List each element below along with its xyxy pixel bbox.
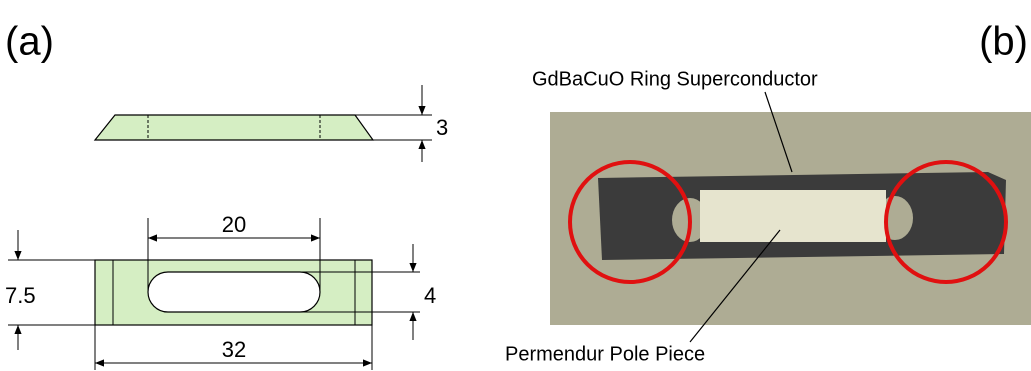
figure: (a) 3 20 7.5 4 32 (b) xyxy=(0,0,1031,371)
side-view xyxy=(95,85,432,162)
panel-label: (b) xyxy=(979,20,1028,64)
dimension-label: 20 xyxy=(222,212,246,237)
dimension-label: 7.5 xyxy=(5,283,36,308)
dimension-label: 4 xyxy=(424,283,436,308)
annotation: Permendur Pole Piece xyxy=(505,343,705,365)
annotation: GdBaCuO Ring Superconductor xyxy=(532,68,818,90)
photo xyxy=(550,92,1031,342)
top-view xyxy=(8,218,420,370)
panel-label: (a) xyxy=(5,20,54,64)
dimension-label: 3 xyxy=(436,115,448,140)
dimension-label: 32 xyxy=(222,337,246,362)
